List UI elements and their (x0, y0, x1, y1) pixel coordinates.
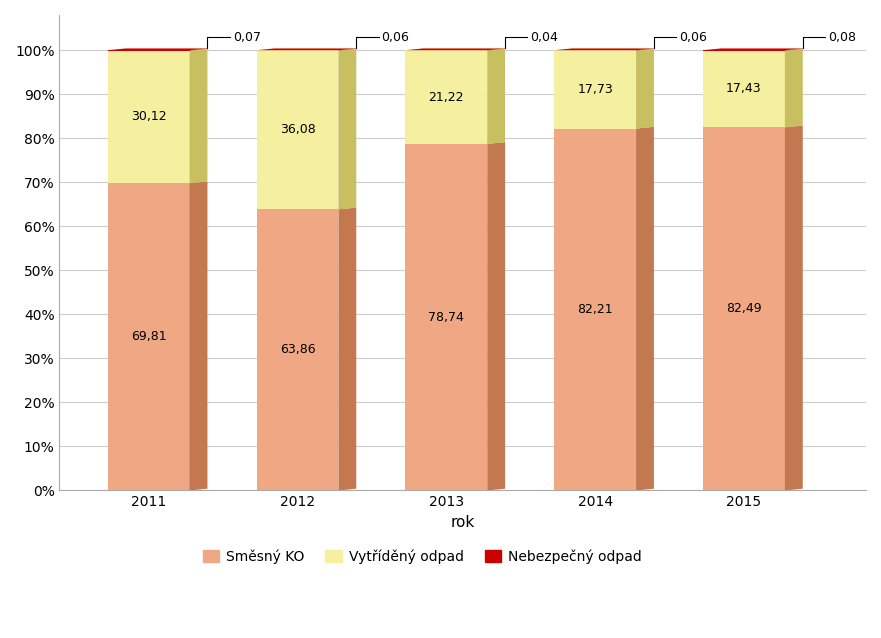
Polygon shape (338, 48, 356, 50)
Polygon shape (785, 48, 803, 50)
Polygon shape (338, 207, 356, 491)
Polygon shape (405, 142, 505, 144)
Polygon shape (189, 48, 207, 183)
Bar (554, 128, 636, 491)
Text: 63,86: 63,86 (279, 343, 315, 357)
Polygon shape (554, 48, 654, 50)
Text: 36,08: 36,08 (279, 123, 315, 137)
Bar (554, 50, 636, 128)
Bar (107, 183, 189, 491)
Polygon shape (189, 48, 207, 50)
Polygon shape (785, 126, 803, 491)
Polygon shape (554, 48, 654, 50)
Bar (256, 209, 338, 491)
Polygon shape (256, 48, 356, 50)
Text: 0,06: 0,06 (679, 31, 707, 44)
Polygon shape (636, 48, 654, 50)
Polygon shape (554, 127, 654, 128)
Polygon shape (785, 49, 803, 128)
Polygon shape (487, 48, 505, 144)
Text: 69,81: 69,81 (131, 330, 167, 343)
Polygon shape (256, 207, 356, 209)
Legend: Směsný KO, Vytříděný odpad, Nebezpečný odpad: Směsný KO, Vytříděný odpad, Nebezpečný o… (197, 544, 648, 569)
Text: 0,06: 0,06 (381, 31, 410, 44)
Polygon shape (189, 181, 207, 491)
Text: 0,08: 0,08 (828, 31, 856, 44)
Polygon shape (487, 48, 505, 50)
Bar (405, 50, 487, 144)
Polygon shape (107, 181, 207, 183)
Polygon shape (107, 48, 207, 50)
Bar (405, 144, 487, 491)
Bar (256, 50, 338, 209)
Polygon shape (405, 48, 505, 50)
Polygon shape (703, 48, 803, 50)
Polygon shape (703, 49, 803, 50)
Text: 82,21: 82,21 (577, 303, 613, 316)
Bar (703, 50, 785, 128)
Polygon shape (703, 126, 803, 128)
Bar (703, 128, 785, 491)
Text: 0,04: 0,04 (530, 31, 559, 44)
Text: 21,22: 21,22 (428, 91, 464, 103)
Polygon shape (338, 48, 356, 209)
Polygon shape (256, 48, 356, 50)
Text: 82,49: 82,49 (726, 302, 762, 315)
Polygon shape (107, 48, 207, 50)
Polygon shape (405, 48, 505, 50)
Text: 30,12: 30,12 (131, 110, 167, 123)
Text: 78,74: 78,74 (428, 311, 464, 323)
Polygon shape (636, 127, 654, 491)
Text: 0,07: 0,07 (233, 31, 261, 44)
Polygon shape (636, 48, 654, 128)
Polygon shape (487, 142, 505, 491)
X-axis label: rok: rok (450, 515, 475, 530)
Text: 17,73: 17,73 (577, 83, 613, 96)
Bar (107, 50, 189, 183)
Text: 17,43: 17,43 (726, 82, 762, 96)
